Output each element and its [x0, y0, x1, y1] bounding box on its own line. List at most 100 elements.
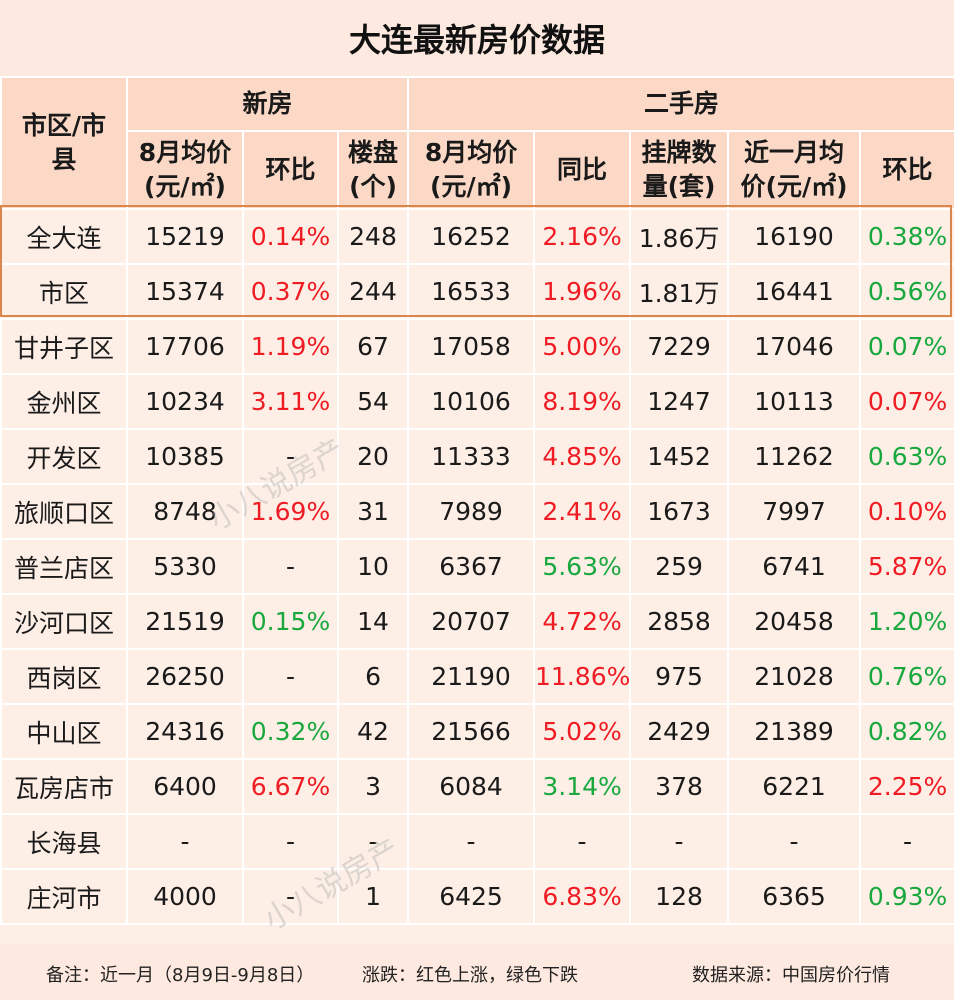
district-cell: 全大连 — [0, 208, 128, 265]
re-yoy-cell: 8.19% — [533, 373, 632, 430]
new-avg-cell: 15374 — [126, 263, 244, 320]
listings-cell: 259 — [629, 538, 730, 595]
new-mom-cell: - — [242, 868, 339, 925]
listings-cell: 7229 — [629, 318, 730, 375]
table-body: 全大连 15219 0.14% 248 16252 2.16% 1.86万 16190 0.38… — [0, 208, 954, 925]
re-avg-cell: 16533 — [407, 263, 536, 320]
projects-cell: - — [336, 813, 410, 870]
table-row: 甘井子区 17706 1.19% 67 17058 5.00% 7229 17046 0.07% — [0, 318, 954, 375]
header-district-text: 市区/市县 — [21, 111, 107, 174]
re-yoy-cell: 5.02% — [533, 703, 632, 760]
listings-cell: 378 — [629, 758, 730, 815]
listings-cell: 1673 — [629, 483, 730, 540]
table-row: 西岗区 26250-6 21190 11.86% 975 21028 0.76% — [0, 648, 954, 705]
header-re-listings: 挂牌数 量(套) — [629, 130, 730, 210]
new-avg-cell: 17706 — [126, 318, 244, 375]
district-cell: 金州区 — [0, 373, 128, 430]
district-cell: 普兰店区 — [0, 538, 128, 595]
projects-cell: 248 — [336, 208, 410, 265]
header-re-yoy: 同比 — [533, 130, 632, 210]
month-avg-cell: 6741 — [727, 538, 862, 595]
re-avg-cell: 21190 — [407, 648, 536, 705]
district-cell: 长海县 — [0, 813, 128, 870]
header-re-avg: 8月均价 (元/㎡) — [407, 130, 536, 210]
re-mom-cell: 1.20% — [859, 593, 954, 650]
projects-cell: 67 — [336, 318, 410, 375]
table-row: 长海县 - - - - - - - - — [0, 813, 954, 870]
projects-cell: 14 — [336, 593, 410, 650]
district-cell: 西岗区 — [0, 648, 128, 705]
new-mom-cell: 6.67% — [242, 758, 339, 815]
new-avg-cell: 8748 — [126, 483, 244, 540]
new-mom-cell: - — [242, 648, 339, 705]
footer: 备注：近一月（8月9日-9月8日） 涨跌：红色上涨，绿色下跌 数据来源：中国房价… — [0, 944, 954, 1000]
district-cell: 庄河市 — [0, 868, 128, 925]
re-yoy-cell: 4.72% — [533, 593, 632, 650]
new-avg-cell: 26250 — [126, 648, 244, 705]
projects-cell: 42 — [336, 703, 410, 760]
header-re-month-avg: 近一月均 价(元/㎡) — [727, 130, 862, 210]
header-new-projects: 楼盘 (个) — [336, 130, 410, 210]
re-mom-cell: 0.38% — [859, 208, 954, 265]
table-row: 中山区 24316 0.32% 42 21566 5.02% 2429 21389 0.82% — [0, 703, 954, 760]
re-yoy-cell: 4.85% — [533, 428, 632, 485]
month-avg-cell: 20458 — [727, 593, 862, 650]
re-yoy-cell: 3.14% — [533, 758, 632, 815]
page-title: 大连最新房价数据 — [0, 0, 954, 78]
new-avg-cell: 6400 — [126, 758, 244, 815]
month-avg-cell: 17046 — [727, 318, 862, 375]
re-avg-cell: 11333 — [407, 428, 536, 485]
month-avg-cell: 21028 — [727, 648, 862, 705]
new-avg-cell: 10234 — [126, 373, 244, 430]
re-mom-cell: 2.25% — [859, 758, 954, 815]
month-avg-cell: 11262 — [727, 428, 862, 485]
table-row: 旅顺口区 8748 1.69% 31 7989 2.41% 1673 7997 0.10% — [0, 483, 954, 540]
re-mom-cell: 0.10% — [859, 483, 954, 540]
new-avg-cell: 5330 — [126, 538, 244, 595]
new-mom-cell: - — [242, 813, 339, 870]
re-mom-cell: 0.63% — [859, 428, 954, 485]
month-avg-cell: 6221 — [727, 758, 862, 815]
listings-cell: 1452 — [629, 428, 730, 485]
new-mom-cell: 1.19% — [242, 318, 339, 375]
table-row: 沙河口区 21519 0.15% 14 20707 4.72% 2858 20458 1.20% — [0, 593, 954, 650]
re-avg-cell: 7989 — [407, 483, 536, 540]
re-avg-cell: 6084 — [407, 758, 536, 815]
header-re-mom: 环比 — [859, 130, 954, 210]
table-row: 全大连 15219 0.14% 248 16252 2.16% 1.86万 16190 0.38… — [0, 208, 954, 265]
re-yoy-cell: 6.83% — [533, 868, 632, 925]
district-cell: 旅顺口区 — [0, 483, 128, 540]
projects-cell: 31 — [336, 483, 410, 540]
month-avg-cell: 10113 — [727, 373, 862, 430]
header-resale-group: 二手房 — [407, 76, 954, 132]
district-cell: 市区 — [0, 263, 128, 320]
listings-cell: 975 — [629, 648, 730, 705]
listings-cell: 1.86万 — [629, 208, 730, 265]
header-new-avg: 8月均价 (元/㎡) — [126, 130, 244, 210]
month-avg-cell: - — [727, 813, 862, 870]
new-mom-cell: - — [242, 428, 339, 485]
district-cell: 瓦房店市 — [0, 758, 128, 815]
re-mom-cell: 0.07% — [859, 373, 954, 430]
new-avg-cell: 4000 — [126, 868, 244, 925]
listings-cell: 1.81万 — [629, 263, 730, 320]
listings-cell: 2858 — [629, 593, 730, 650]
projects-cell: 20 — [336, 428, 410, 485]
projects-cell: 6 — [336, 648, 410, 705]
re-mom-cell: 0.82% — [859, 703, 954, 760]
month-avg-cell: 16190 — [727, 208, 862, 265]
re-mom-cell: - — [859, 813, 954, 870]
new-mom-cell: 0.37% — [242, 263, 339, 320]
district-cell: 沙河口区 — [0, 593, 128, 650]
re-avg-cell: 21566 — [407, 703, 536, 760]
month-avg-cell: 6365 — [727, 868, 862, 925]
header-district: 市区/市县 — [0, 76, 128, 210]
table-row: 市区 15374 0.37% 244 16533 1.96% 1.81万 16441 0.56% — [0, 263, 954, 320]
district-cell: 中山区 — [0, 703, 128, 760]
new-avg-cell: 21519 — [126, 593, 244, 650]
re-mom-cell: 5.87% — [859, 538, 954, 595]
re-avg-cell: 20707 — [407, 593, 536, 650]
listings-cell: 1247 — [629, 373, 730, 430]
month-avg-cell: 7997 — [727, 483, 862, 540]
